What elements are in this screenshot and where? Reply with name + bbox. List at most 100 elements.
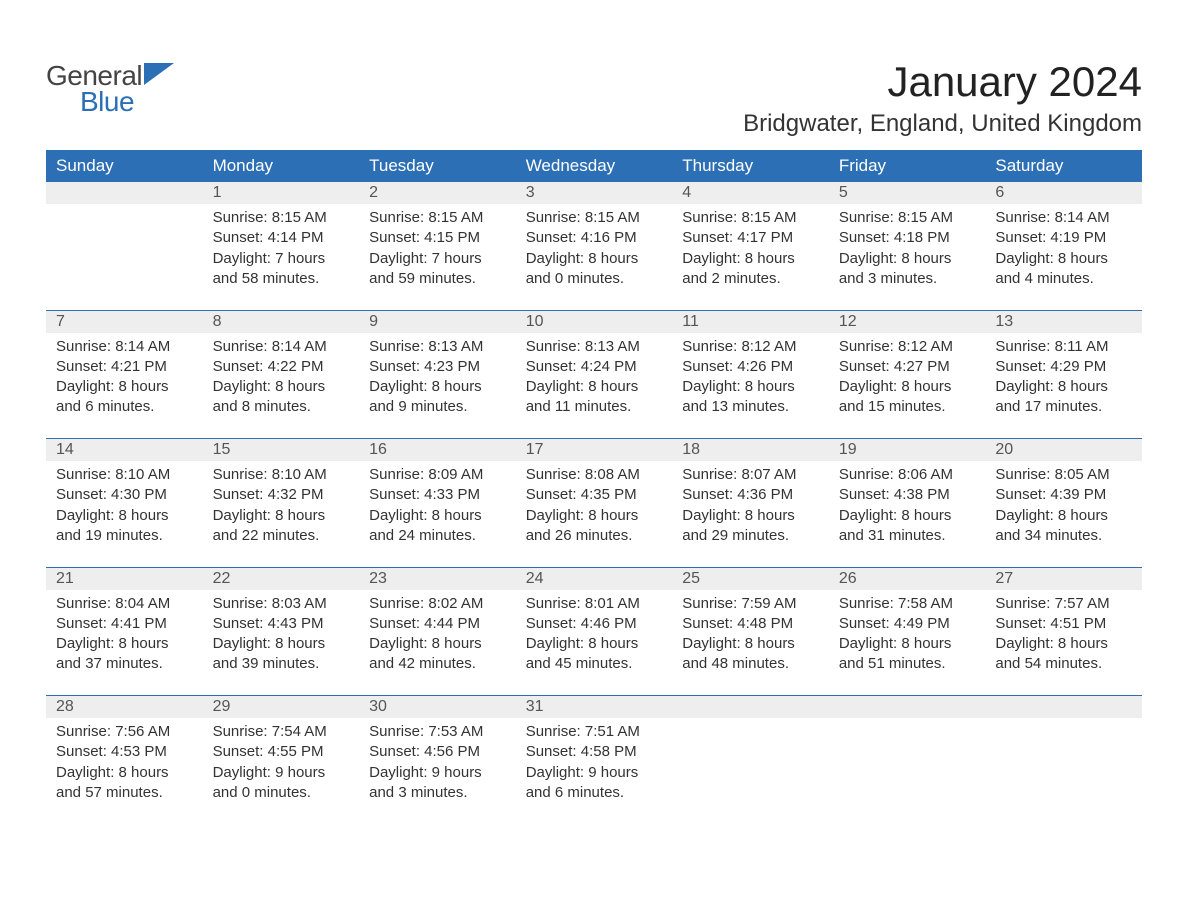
- calendar-cell: 28Sunrise: 7:56 AMSunset: 4:53 PMDayligh…: [46, 696, 203, 824]
- day-number: 26: [829, 568, 986, 590]
- daylight-line: Daylight: 8 hours and 15 minutes.: [839, 377, 976, 418]
- daylight-line: Daylight: 8 hours and 54 minutes.: [995, 634, 1132, 675]
- sunrise-line: Sunrise: 8:15 AM: [213, 208, 350, 228]
- weekday-header: Thursday: [672, 150, 829, 182]
- sunrise-line: Sunrise: 8:02 AM: [369, 594, 506, 614]
- daylight-line: Daylight: 8 hours and 37 minutes.: [56, 634, 193, 675]
- day-body: Sunrise: 8:14 AMSunset: 4:19 PMDaylight:…: [985, 204, 1142, 297]
- day-number: 25: [672, 568, 829, 590]
- calendar-cell: 16Sunrise: 8:09 AMSunset: 4:33 PMDayligh…: [359, 439, 516, 567]
- day-number: 21: [46, 568, 203, 590]
- daylight-line: Daylight: 8 hours and 42 minutes.: [369, 634, 506, 675]
- calendar-cell: 22Sunrise: 8:03 AMSunset: 4:43 PMDayligh…: [203, 568, 360, 696]
- day-number: 5: [829, 182, 986, 204]
- sunrise-line: Sunrise: 8:11 AM: [995, 337, 1132, 357]
- sunrise-line: Sunrise: 8:08 AM: [526, 465, 663, 485]
- sunset-line: Sunset: 4:22 PM: [213, 357, 350, 377]
- sunrise-line: Sunrise: 8:14 AM: [213, 337, 350, 357]
- calendar-cell: 3Sunrise: 8:15 AMSunset: 4:16 PMDaylight…: [516, 182, 673, 310]
- calendar-body: 1Sunrise: 8:15 AMSunset: 4:14 PMDaylight…: [46, 182, 1142, 824]
- day-number: 23: [359, 568, 516, 590]
- day-body: Sunrise: 8:14 AMSunset: 4:21 PMDaylight:…: [46, 333, 203, 426]
- day-body: Sunrise: 8:03 AMSunset: 4:43 PMDaylight:…: [203, 590, 360, 683]
- day-number: 17: [516, 439, 673, 461]
- calendar-cell: 25Sunrise: 7:59 AMSunset: 4:48 PMDayligh…: [672, 568, 829, 696]
- day-body: Sunrise: 8:12 AMSunset: 4:27 PMDaylight:…: [829, 333, 986, 426]
- sunrise-line: Sunrise: 8:14 AM: [56, 337, 193, 357]
- daylight-line: Daylight: 9 hours and 3 minutes.: [369, 763, 506, 804]
- sunrise-line: Sunrise: 8:01 AM: [526, 594, 663, 614]
- sunset-line: Sunset: 4:26 PM: [682, 357, 819, 377]
- daylight-line: Daylight: 8 hours and 6 minutes.: [56, 377, 193, 418]
- sunrise-line: Sunrise: 8:07 AM: [682, 465, 819, 485]
- day-number: 2: [359, 182, 516, 204]
- daylight-line: Daylight: 8 hours and 29 minutes.: [682, 506, 819, 547]
- calendar-cell: 11Sunrise: 8:12 AMSunset: 4:26 PMDayligh…: [672, 311, 829, 439]
- daylight-line: Daylight: 8 hours and 8 minutes.: [213, 377, 350, 418]
- day-number: 28: [46, 696, 203, 718]
- day-body: Sunrise: 8:10 AMSunset: 4:32 PMDaylight:…: [203, 461, 360, 554]
- daylight-line: Daylight: 8 hours and 22 minutes.: [213, 506, 350, 547]
- calendar-cell: [829, 696, 986, 824]
- sunrise-line: Sunrise: 7:59 AM: [682, 594, 819, 614]
- sunrise-line: Sunrise: 8:13 AM: [526, 337, 663, 357]
- sunset-line: Sunset: 4:15 PM: [369, 228, 506, 248]
- daylight-line: Daylight: 8 hours and 39 minutes.: [213, 634, 350, 675]
- day-number: 3: [516, 182, 673, 204]
- day-body: Sunrise: 8:12 AMSunset: 4:26 PMDaylight:…: [672, 333, 829, 426]
- day-number: 31: [516, 696, 673, 718]
- calendar-cell: 30Sunrise: 7:53 AMSunset: 4:56 PMDayligh…: [359, 696, 516, 824]
- sunset-line: Sunset: 4:48 PM: [682, 614, 819, 634]
- calendar-table: SundayMondayTuesdayWednesdayThursdayFrid…: [46, 150, 1142, 824]
- calendar-week: 14Sunrise: 8:10 AMSunset: 4:30 PMDayligh…: [46, 439, 1142, 567]
- calendar-cell: 27Sunrise: 7:57 AMSunset: 4:51 PMDayligh…: [985, 568, 1142, 696]
- sunrise-line: Sunrise: 7:57 AM: [995, 594, 1132, 614]
- sunrise-line: Sunrise: 8:10 AM: [213, 465, 350, 485]
- sunrise-line: Sunrise: 8:15 AM: [682, 208, 819, 228]
- sunrise-line: Sunrise: 8:12 AM: [682, 337, 819, 357]
- day-body: Sunrise: 8:15 AMSunset: 4:14 PMDaylight:…: [203, 204, 360, 297]
- sunrise-line: Sunrise: 8:15 AM: [369, 208, 506, 228]
- day-body: Sunrise: 8:04 AMSunset: 4:41 PMDaylight:…: [46, 590, 203, 683]
- sunset-line: Sunset: 4:23 PM: [369, 357, 506, 377]
- sunrise-line: Sunrise: 8:15 AM: [839, 208, 976, 228]
- sunrise-line: Sunrise: 8:14 AM: [995, 208, 1132, 228]
- calendar-cell: 15Sunrise: 8:10 AMSunset: 4:32 PMDayligh…: [203, 439, 360, 567]
- sunrise-line: Sunrise: 7:51 AM: [526, 722, 663, 742]
- day-body: Sunrise: 8:01 AMSunset: 4:46 PMDaylight:…: [516, 590, 673, 683]
- calendar-cell: 4Sunrise: 8:15 AMSunset: 4:17 PMDaylight…: [672, 182, 829, 310]
- day-number: 12: [829, 311, 986, 333]
- day-number: 13: [985, 311, 1142, 333]
- sunrise-line: Sunrise: 8:09 AM: [369, 465, 506, 485]
- day-number: 22: [203, 568, 360, 590]
- sunset-line: Sunset: 4:49 PM: [839, 614, 976, 634]
- day-number: 10: [516, 311, 673, 333]
- weekday-row: SundayMondayTuesdayWednesdayThursdayFrid…: [46, 150, 1142, 182]
- day-body: Sunrise: 7:58 AMSunset: 4:49 PMDaylight:…: [829, 590, 986, 683]
- day-body: Sunrise: 7:54 AMSunset: 4:55 PMDaylight:…: [203, 718, 360, 811]
- day-body: Sunrise: 7:51 AMSunset: 4:58 PMDaylight:…: [516, 718, 673, 811]
- calendar-cell: 13Sunrise: 8:11 AMSunset: 4:29 PMDayligh…: [985, 311, 1142, 439]
- day-number: 16: [359, 439, 516, 461]
- sunrise-line: Sunrise: 7:58 AM: [839, 594, 976, 614]
- day-number: 14: [46, 439, 203, 461]
- day-body: Sunrise: 8:10 AMSunset: 4:30 PMDaylight:…: [46, 461, 203, 554]
- calendar-cell: 26Sunrise: 7:58 AMSunset: 4:49 PMDayligh…: [829, 568, 986, 696]
- day-body: Sunrise: 8:06 AMSunset: 4:38 PMDaylight:…: [829, 461, 986, 554]
- sunset-line: Sunset: 4:16 PM: [526, 228, 663, 248]
- daylight-line: Daylight: 7 hours and 58 minutes.: [213, 249, 350, 290]
- calendar-cell: 1Sunrise: 8:15 AMSunset: 4:14 PMDaylight…: [203, 182, 360, 310]
- sunrise-line: Sunrise: 8:06 AM: [839, 465, 976, 485]
- day-number: 29: [203, 696, 360, 718]
- calendar-cell: 21Sunrise: 8:04 AMSunset: 4:41 PMDayligh…: [46, 568, 203, 696]
- day-body: Sunrise: 8:09 AMSunset: 4:33 PMDaylight:…: [359, 461, 516, 554]
- sunset-line: Sunset: 4:32 PM: [213, 485, 350, 505]
- day-number-empty: [672, 696, 829, 718]
- calendar-cell: 6Sunrise: 8:14 AMSunset: 4:19 PMDaylight…: [985, 182, 1142, 310]
- day-number: 11: [672, 311, 829, 333]
- sunset-line: Sunset: 4:19 PM: [995, 228, 1132, 248]
- calendar-week: 28Sunrise: 7:56 AMSunset: 4:53 PMDayligh…: [46, 696, 1142, 824]
- calendar-cell: 24Sunrise: 8:01 AMSunset: 4:46 PMDayligh…: [516, 568, 673, 696]
- day-body: Sunrise: 8:15 AMSunset: 4:17 PMDaylight:…: [672, 204, 829, 297]
- calendar-week: 7Sunrise: 8:14 AMSunset: 4:21 PMDaylight…: [46, 311, 1142, 439]
